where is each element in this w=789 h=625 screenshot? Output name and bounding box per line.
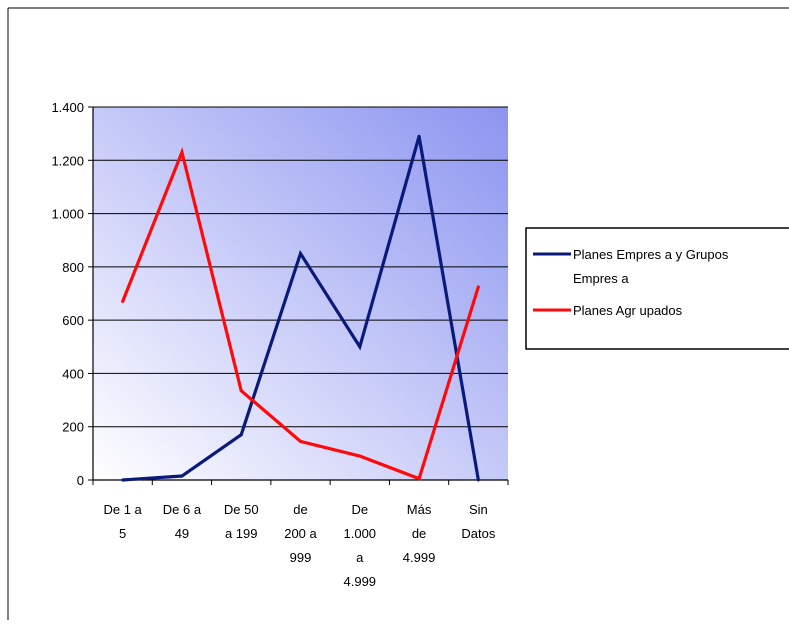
axes — [88, 106, 509, 485]
x-tick-label: De 50 a 199 — [224, 502, 259, 541]
y-tick-label: 600 — [62, 313, 84, 328]
data-point — [299, 439, 302, 443]
x-tick-label: De 1.000 a 4.999 — [344, 502, 377, 589]
y-tick-label: 800 — [62, 260, 84, 275]
y-tick-label: 1.400 — [51, 100, 84, 115]
gridlines — [93, 106, 508, 428]
data-point — [476, 285, 480, 289]
x-tick-labels: De 1 a 5 De 6 a 49 De 50 a 199 de 200 a 999 De 1.0… — [103, 502, 495, 589]
legend-label: Planes Agr upados — [573, 303, 683, 318]
data-point — [299, 252, 302, 256]
y-tick-label: 200 — [62, 420, 84, 435]
data-point — [180, 474, 184, 478]
data-point — [121, 299, 125, 303]
y-tick-label: 0 — [77, 473, 84, 488]
data-point — [358, 454, 362, 458]
data-point — [476, 478, 480, 482]
x-tick-label: de 200 a 999 — [284, 502, 317, 565]
y-tick-labels: 0 200 400 600 800 1.000 1.200 1.400 — [51, 100, 84, 488]
legend-box — [525, 227, 789, 350]
data-point — [417, 134, 421, 138]
data-point — [121, 478, 125, 482]
data-point — [239, 389, 243, 393]
data-point — [358, 345, 362, 349]
legend: Planes Empres a y Grupos Empres a Planes A… — [525, 227, 789, 350]
legend-label: Planes Empres a y Grupos Empres a — [573, 247, 729, 286]
data-point — [239, 433, 243, 437]
x-tick-label: Más de 4.999 — [403, 502, 436, 565]
x-tick-label: Sin Datos — [461, 502, 495, 541]
y-tick-label: 1.200 — [51, 153, 84, 168]
series — [121, 134, 480, 482]
x-tick-label: De 6 a 49 — [163, 502, 202, 541]
y-tick-label: 400 — [62, 366, 84, 381]
data-point — [180, 150, 184, 154]
y-tick-label: 1.000 — [51, 207, 84, 222]
data-point — [417, 477, 421, 481]
